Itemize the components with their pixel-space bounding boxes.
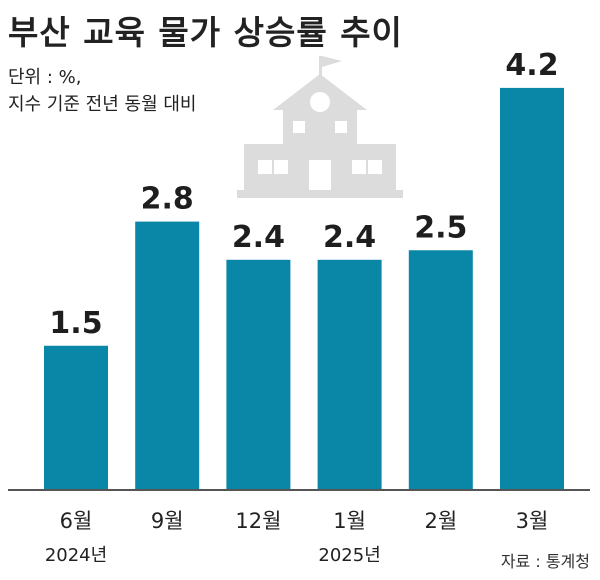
unit-note: 단위 : %, 지수 기준 전년 동월 대비 <box>8 64 197 118</box>
year-label: 2025년 <box>318 545 380 566</box>
x-tick-label: 1월 <box>333 509 366 533</box>
x-tick-label: 3월 <box>516 509 549 533</box>
unit-line-1: 단위 : %, <box>8 67 82 88</box>
chart-title: 부산 교육 물가 상승률 추이 <box>8 13 403 52</box>
x-tick-label: 9월 <box>151 509 184 533</box>
school-building-icon-windows <box>258 92 382 190</box>
source-note: 자료 : 통계청 <box>500 552 590 571</box>
bar <box>408 250 473 489</box>
unit-line-2: 지수 기준 전년 동월 대비 <box>8 94 197 115</box>
value-label: 4.2 <box>505 48 558 83</box>
bar <box>500 87 564 490</box>
value-label: 2.4 <box>232 220 285 255</box>
bar <box>44 345 108 489</box>
bar <box>317 259 382 489</box>
bar <box>135 221 200 489</box>
value-label: 2.5 <box>414 210 467 245</box>
x-tick-label: 2월 <box>424 509 457 533</box>
year-label: 2024년 <box>45 545 107 566</box>
x-tick-label: 6월 <box>60 509 93 533</box>
value-label: 2.4 <box>323 220 376 255</box>
value-label: 2.8 <box>141 182 194 217</box>
bar <box>226 259 291 489</box>
x-tick-label: 12월 <box>235 509 281 533</box>
value-label: 1.5 <box>49 306 102 341</box>
